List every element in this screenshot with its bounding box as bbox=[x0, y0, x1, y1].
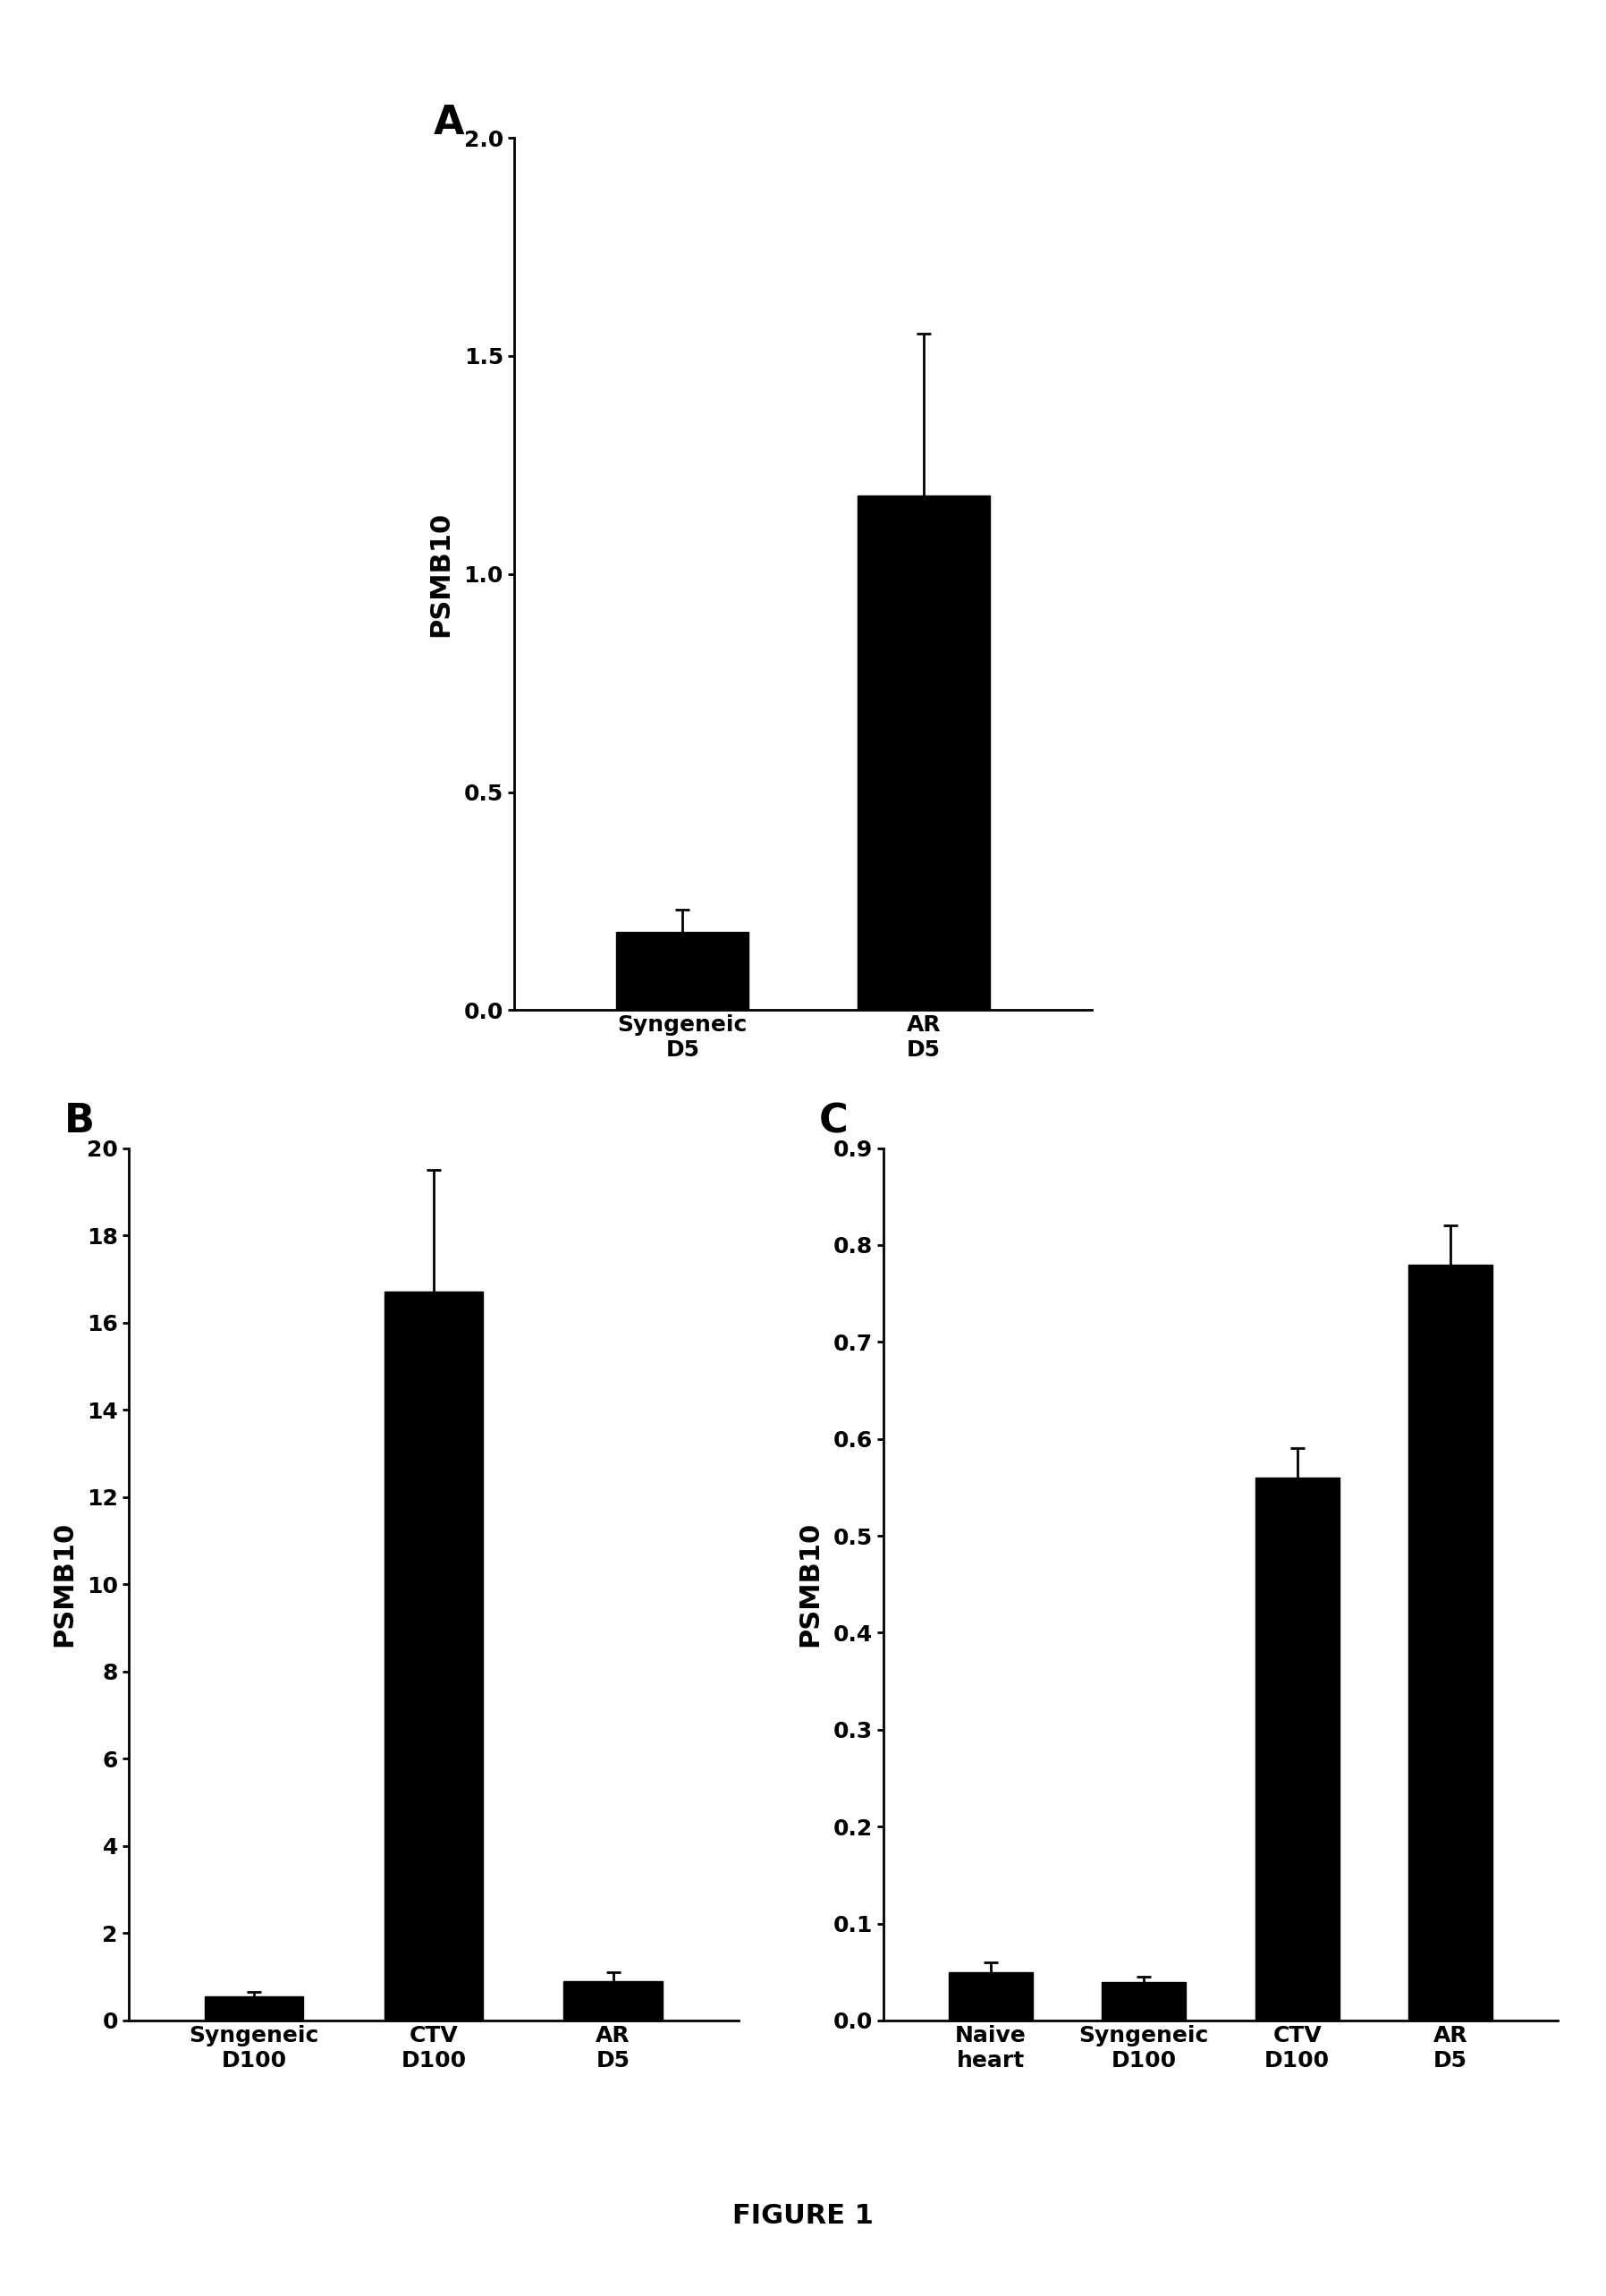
Bar bbox=[206, 1998, 304, 2020]
Bar bbox=[1102, 1981, 1187, 2020]
Bar bbox=[949, 1972, 1033, 2020]
Text: B: B bbox=[64, 1102, 95, 1141]
Bar bbox=[617, 932, 748, 1010]
Bar bbox=[1254, 1479, 1339, 2020]
Text: A: A bbox=[434, 103, 464, 142]
Bar bbox=[384, 1293, 483, 2020]
Text: C: C bbox=[819, 1102, 848, 1141]
Text: FIGURE 1: FIGURE 1 bbox=[732, 2202, 874, 2229]
Y-axis label: PSMB10: PSMB10 bbox=[51, 1522, 77, 1646]
Bar bbox=[858, 496, 989, 1010]
Bar bbox=[1408, 1265, 1492, 2020]
Y-axis label: PSMB10: PSMB10 bbox=[427, 512, 454, 636]
Y-axis label: PSMB10: PSMB10 bbox=[797, 1522, 824, 1646]
Bar bbox=[564, 1981, 662, 2020]
